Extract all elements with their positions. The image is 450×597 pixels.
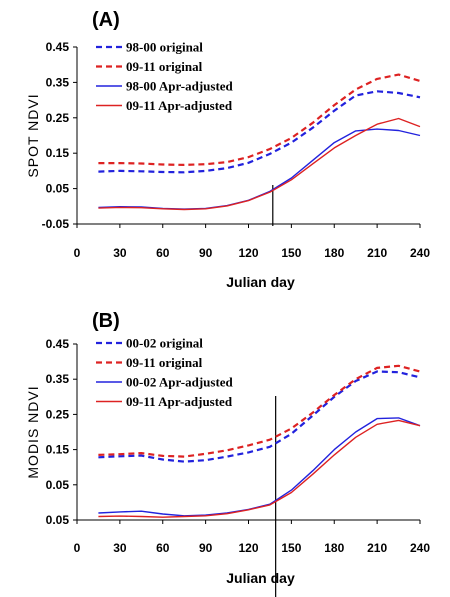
legend-entry: 09-11 original: [126, 355, 203, 370]
y-tick-label: 0.25: [46, 111, 70, 125]
panel-label: (A): [92, 9, 120, 31]
series-line-original-red: [98, 364, 421, 458]
y-tick-label: 0.45: [46, 40, 70, 54]
legend-entry: 00-02 Apr-adjusted: [126, 375, 234, 390]
series-line-adjusted-blue: [98, 417, 421, 517]
legend-entry: 98-00 original: [126, 40, 203, 55]
legend-entry: 09-11 Apr-adjusted: [126, 98, 233, 113]
x-tick-label: 30: [113, 246, 127, 260]
x-tick-label: 120: [238, 541, 258, 555]
series-line-adjusted-red: [98, 419, 421, 518]
y-tick-label: 0.15: [46, 146, 70, 160]
y-tick-label: 0.45: [46, 337, 70, 351]
x-tick-label: 150: [281, 541, 301, 555]
chart-panel-a: (A) -0.05 0.05 0.15 0.25 0.35 0.45 0 30 60 90 120 15…: [25, 9, 430, 290]
panel-label: (B): [92, 310, 120, 332]
x-tick-label: 180: [324, 541, 344, 555]
x-tick-label: 60: [156, 541, 170, 555]
x-tick-label: 150: [281, 246, 301, 260]
series-line-original-blue: [98, 90, 421, 174]
x-tick-label: 0: [74, 541, 81, 555]
y-tick-label: 0.35: [46, 372, 70, 386]
series-line-original-red: [98, 73, 421, 166]
x-tick-label: 240: [410, 541, 430, 555]
x-tick-label: 0: [74, 246, 81, 260]
x-tick-label: 90: [199, 541, 213, 555]
y-tick-label: 0.05: [46, 513, 70, 527]
y-axis-title: SPOT NDVI: [25, 93, 41, 177]
y-tick-label: 0.05: [46, 182, 70, 196]
y-tick-label: -0.05: [42, 217, 70, 231]
legend-entry: 00-02 original: [126, 336, 203, 351]
x-tick-label: 210: [367, 541, 387, 555]
chart-panel-b: (B) 0.05 0.05 0.15 0.25 0.35 0.45 0 30 60 90 120 150…: [25, 310, 430, 597]
x-axis-title: Julian day: [226, 570, 295, 586]
legend-entry: 09-11 original: [126, 59, 203, 74]
x-axis-title: Julian day: [226, 274, 295, 290]
y-axis-title: MODIS NDVI: [25, 385, 41, 478]
x-tick-label: 90: [199, 246, 213, 260]
series-line-original-blue: [98, 370, 421, 463]
y-tick-label: 0.25: [46, 407, 70, 421]
x-tick-label: 120: [238, 246, 258, 260]
legend-entry: 98-00 Apr-adjusted: [126, 79, 234, 94]
x-tick-label: 240: [410, 246, 430, 260]
x-tick-label: 30: [113, 541, 127, 555]
x-tick-label: 60: [156, 246, 170, 260]
x-tick-label: 210: [367, 246, 387, 260]
x-tick-label: 180: [324, 246, 344, 260]
y-tick-label: 0.15: [46, 443, 70, 457]
y-tick-label: 0.35: [46, 75, 70, 89]
legend-entry: 09-11 Apr-adjusted: [126, 394, 233, 409]
y-tick-label: 0.05: [46, 478, 70, 492]
series-line-adjusted-red: [98, 117, 421, 211]
